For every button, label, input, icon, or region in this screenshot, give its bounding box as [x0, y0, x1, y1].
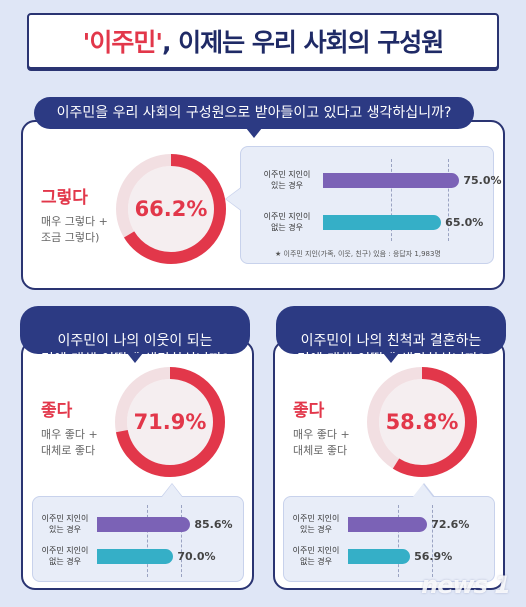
answer-label: 좋다 [41, 401, 73, 421]
answer-block-neighbor: 좋다 매우 좋다 + 대체로 좋다 [41, 396, 98, 459]
bar-track [97, 549, 217, 564]
bar-panel-marriage: 이주민 지인이 있는 경우 72.6% 이주민 지인이 없는 경우 56.9% [283, 484, 495, 582]
bar-fill [348, 549, 411, 564]
page-title-box: '이주민', 이제는 우리 사회의 구성원 [27, 13, 499, 69]
bar-row: 이주민 지인이 있는 경우 72.6% [284, 509, 494, 539]
bar-row: 이주민 지인이 있는 경우 85.6% [33, 509, 243, 539]
bar-track [323, 215, 523, 230]
reference-line [448, 159, 449, 241]
question-bubble-membership: 이주민을 우리 사회의 구성원으로 받아들이고 있다고 생각하십니까? [34, 97, 474, 138]
bar-value-label: 56.9% [414, 550, 453, 563]
bar-track [348, 549, 468, 564]
reference-line [147, 505, 148, 577]
donut-slice-value [116, 154, 226, 264]
bar-category-label: 이주민 지인이 없는 경우 [263, 212, 311, 232]
page-title-rest: , 이제는 우리 사회의 구성원 [161, 28, 444, 57]
bar-panel-membership: ★ 이주민 지인(가족, 이웃, 친구) 있음 : 응답자 1,983명 이주민… [226, 146, 502, 264]
bar-row: 이주민 지인이 없는 경우 65.0% [241, 207, 493, 237]
question-text: 이주민이 나의 이웃이 되는 것에 대해 어떻게 생각하십니까? [40, 333, 230, 368]
answer-note-line-1: 매우 그렇다 + [41, 215, 108, 228]
answer-note: 매우 좋다 + 대체로 좋다 [41, 427, 98, 459]
bar-category-label: 이주민 지인이 없는 경우 [292, 546, 340, 566]
answer-note: 매우 그렇다 + 조금 그렇다) [41, 214, 108, 246]
watermark-logo: news 1 [421, 571, 511, 599]
bar-track [323, 173, 523, 188]
bar-value-label: 75.0% [463, 174, 502, 187]
bar-row: 이주민 지인이 없는 경우 70.0% [33, 541, 243, 571]
donut-value-label: 66.2% [135, 197, 208, 221]
page-title: '이주민', 이제는 우리 사회의 구성원 [82, 23, 445, 59]
donut-chart-membership: 66.2% [116, 154, 226, 264]
bar-value-label: 70.0% [177, 550, 216, 563]
answer-note-line-1: 매우 좋다 + [293, 428, 350, 441]
reference-line [181, 505, 182, 577]
donut-chart-marriage: 58.8% [367, 367, 477, 477]
donut-center [128, 166, 214, 252]
donut-slice-value [115, 367, 225, 477]
bar-row: 이주민 지인이 있는 경우 75.0% [241, 165, 502, 195]
reference-line [432, 505, 433, 577]
donut-center [127, 379, 213, 465]
answer-note: 매우 좋다 + 대체로 좋다 [293, 427, 350, 459]
bar-category-label: 이주민 지인이 있는 경우 [292, 514, 340, 534]
question-text: 이주민을 우리 사회의 구성원으로 받아들이고 있다고 생각하십니까? [56, 105, 452, 121]
bar-value-label: 72.6% [431, 518, 470, 531]
question-bubble-marriage: 이주민이 나의 친척과 결혼하는 것에 대해 어떻게 생각하십니까? [276, 306, 506, 368]
bar-fill [97, 549, 174, 564]
bar-fill [323, 173, 460, 188]
panel-pointer-inner [413, 484, 433, 497]
bar-panel-neighbor: 이주민 지인이 있는 경우 85.6% 이주민 지인이 없는 경우 70.0% [32, 484, 244, 582]
question-bubble-neighbor: 이주민이 나의 이웃이 되는 것에 대해 어떻게 생각하십니까? [20, 306, 250, 368]
donut-center [379, 379, 465, 465]
donut-value-label: 58.8% [386, 410, 459, 434]
answer-label: 그렇다 [41, 188, 88, 208]
reference-line [398, 505, 399, 577]
bar-fill [97, 517, 191, 532]
bar-track [97, 517, 217, 532]
bar-category-label: 이주민 지인이 있는 경우 [41, 514, 89, 534]
bar-row: 이주민 지인이 없는 경우 56.9% [284, 541, 494, 571]
answer-note-line-2: 대체로 좋다 [293, 444, 348, 457]
question-text: 이주민이 나의 친척과 결혼하는 것에 대해 어떻게 생각하십니까? [296, 333, 486, 368]
panel-pointer-inner [226, 188, 241, 210]
donut-value-label: 71.9% [134, 410, 207, 434]
answer-label: 좋다 [293, 401, 325, 421]
bar-value-label: 85.6% [194, 518, 233, 531]
bar-category-label: 이주민 지인이 있는 경우 [263, 170, 311, 190]
donut-chart-neighbor: 71.9% [115, 367, 225, 477]
bar-category-label: 이주민 지인이 없는 경우 [41, 546, 89, 566]
bar-value-label: 65.0% [445, 216, 484, 229]
page-title-highlight: '이주민' [82, 28, 163, 57]
answer-note-line-2: 대체로 좋다 [41, 444, 96, 457]
answer-block-membership: 그렇다 매우 그렇다 + 조금 그렇다) [41, 183, 108, 246]
reference-line [391, 159, 392, 241]
footnote: ★ 이주민 지인(가족, 이웃, 친구) 있음 : 응답자 1,983명 [275, 250, 441, 258]
bar-track [348, 517, 468, 532]
answer-note-line-2: 조금 그렇다) [41, 231, 100, 244]
answer-note-line-1: 매우 좋다 + [41, 428, 98, 441]
panel-pointer-inner [162, 484, 182, 497]
bar-fill [348, 517, 428, 532]
answer-block-marriage: 좋다 매우 좋다 + 대체로 좋다 [293, 396, 350, 459]
donut-slice-value [367, 367, 477, 477]
bar-fill [323, 215, 442, 230]
